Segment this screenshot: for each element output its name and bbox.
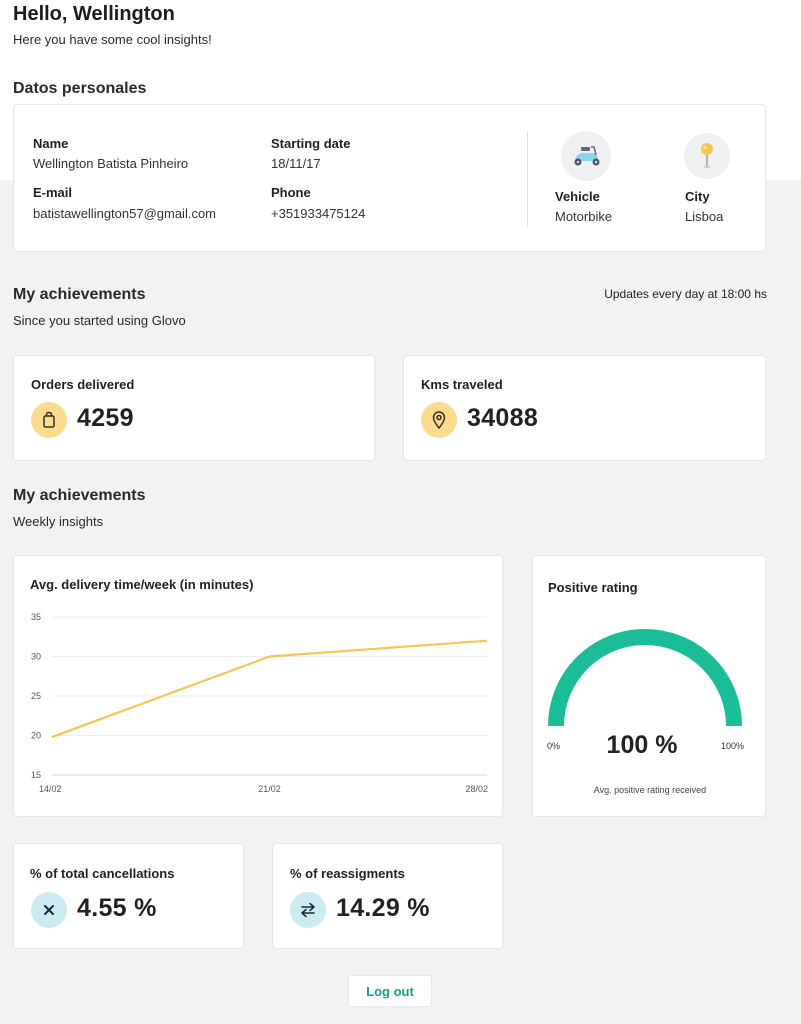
kms-traveled-card: Kms traveled 34088 [403, 355, 766, 461]
weekly-subtitle: Weekly insights [13, 514, 104, 529]
personal-section-title: Datos personales [13, 80, 147, 97]
email-label: E-mail [33, 185, 73, 200]
delivery-time-chart-card: Avg. delivery time/week (in minutes) 35 3… [13, 555, 503, 817]
rating-caption: Avg. positive rating received [593, 785, 707, 795]
y-tick-label: 35 [31, 612, 41, 622]
personal-data-card: Name Wellington Batista Pinheiro Startin… [13, 104, 766, 252]
y-tick-label: 25 [31, 691, 41, 701]
phone-label: Phone [271, 185, 311, 200]
vehicle-value: Motorbike [555, 209, 613, 224]
reassignments-value: 14.29 % [336, 894, 430, 922]
starting-date-value: 18/11/17 [271, 156, 321, 171]
orders-delivered-value: 4259 [77, 404, 134, 432]
x-tick-label: 21/02 [258, 784, 281, 794]
greeting-title: Hello, Wellington [13, 3, 175, 25]
rating-value: 100 % [606, 731, 678, 759]
name-label: Name [33, 136, 69, 151]
reassignments-card: % of reassigments 14.29 % [272, 843, 503, 949]
vertical-divider [527, 131, 528, 227]
email-value: batistawellington57@gmail.com [33, 206, 217, 221]
city-value: Lisboa [685, 209, 724, 224]
x-tick-label: 14/02 [39, 784, 62, 794]
positive-rating-card: Positive rating 0% 100% 100 % Avg. posit… [532, 555, 766, 817]
name-value: Wellington Batista Pinheiro [33, 156, 189, 171]
kms-traveled-value: 34088 [467, 404, 539, 432]
y-tick-label: 30 [31, 652, 41, 662]
cancellations-label: % of total cancellations [30, 866, 175, 881]
map-pin-icon [684, 133, 730, 179]
rating-gauge [548, 629, 742, 727]
delivery-time-series-line [51, 639, 488, 739]
scooter-icon [561, 131, 611, 181]
phone-value: +351933475124 [271, 206, 366, 221]
cancellations-card: % of total cancellations 4.55 % [13, 843, 244, 949]
gauge-max-label: 100% [721, 741, 745, 751]
starting-date-label: Starting date [271, 136, 351, 151]
y-tick-label: 15 [31, 770, 41, 780]
achievements-subtitle: Since you started using Glovo [13, 313, 186, 328]
weekly-title: My achievements [13, 487, 146, 504]
chart-title: Avg. delivery time/week (in minutes) [30, 577, 254, 592]
cancellations-value: 4.55 % [77, 894, 157, 922]
orders-delivered-card: Orders delivered 4259 [13, 355, 375, 461]
swap-arrows-icon [290, 892, 326, 928]
gauge-min-label: 0% [547, 741, 561, 751]
delivery-time-chart: 35 30 25 20 15 14/02 21/02 28/02 [31, 612, 488, 794]
vehicle-label: Vehicle [555, 189, 600, 204]
shopping-bag-icon [31, 402, 67, 438]
positive-rating-title: Positive rating [548, 580, 638, 595]
y-tick-label: 20 [31, 731, 41, 741]
orders-delivered-label: Orders delivered [31, 377, 135, 392]
update-note: Updates every day at 18:00 hs [604, 287, 767, 301]
x-tick-label: 28/02 [465, 784, 488, 794]
close-icon [31, 892, 67, 928]
achievements-title: My achievements [13, 286, 146, 303]
logout-button[interactable]: Log out [348, 975, 432, 1007]
city-label: City [685, 189, 710, 204]
reassignments-label: % of reassigments [290, 866, 405, 881]
greeting-subtitle: Here you have some cool insights! [13, 32, 212, 47]
location-icon [421, 402, 457, 438]
kms-traveled-label: Kms traveled [421, 377, 503, 392]
gauge-fill-arc [548, 629, 742, 727]
